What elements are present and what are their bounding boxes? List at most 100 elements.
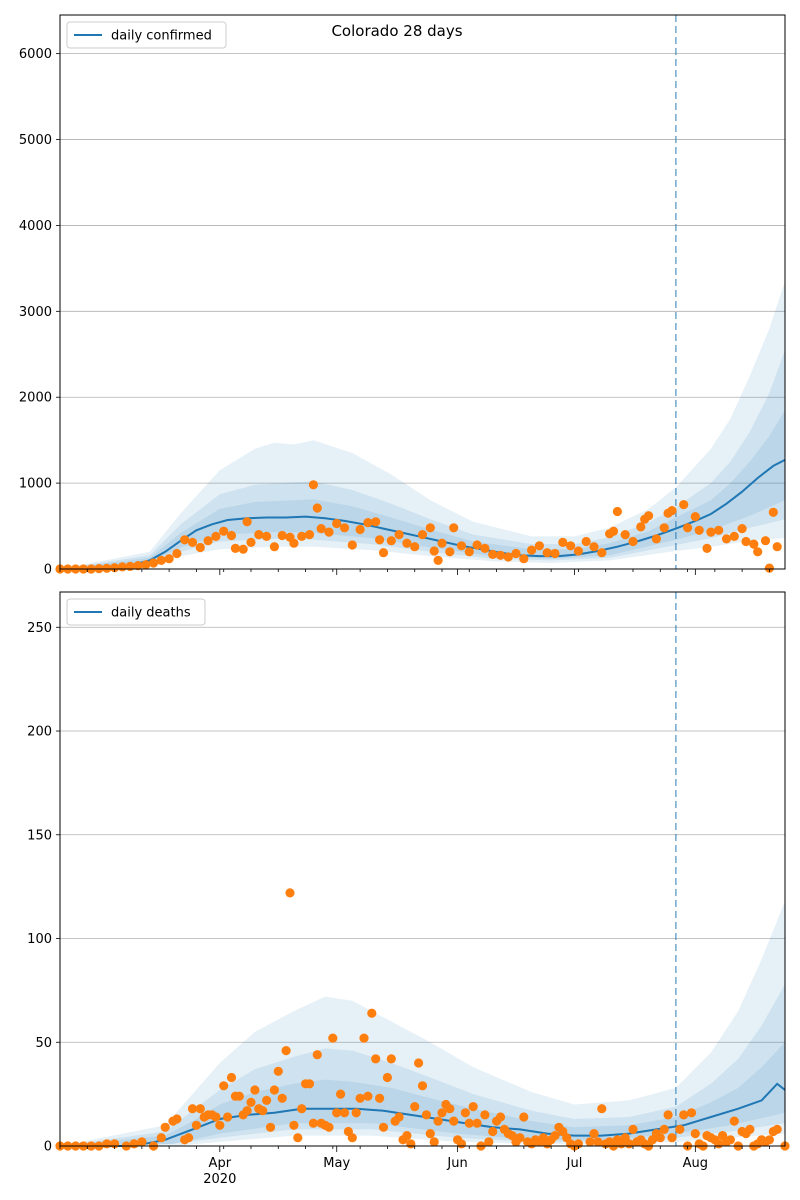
observed-point — [659, 1124, 669, 1134]
observed-point — [542, 548, 552, 558]
observed-point — [417, 1081, 428, 1091]
observed-point — [230, 543, 240, 554]
observed-point — [367, 1008, 377, 1018]
observed-point — [324, 527, 334, 537]
observed-point — [612, 506, 623, 517]
observed-point — [464, 547, 474, 557]
observed-point — [694, 525, 704, 535]
observed-point — [644, 511, 654, 521]
y-tick-label: 3000 — [19, 305, 52, 320]
observed-point — [258, 1106, 268, 1116]
observed-point — [488, 549, 498, 560]
observed-point — [281, 1046, 291, 1056]
observed-point — [195, 1104, 205, 1114]
observed-point — [402, 1131, 412, 1141]
observed-point — [721, 534, 732, 544]
observed-point — [242, 517, 252, 527]
observed-point — [760, 536, 771, 546]
observed-point — [219, 1081, 229, 1091]
observed-point — [659, 523, 669, 533]
observed-point — [706, 527, 716, 537]
y-tick-label: 4000 — [19, 219, 52, 234]
observed-point — [277, 1093, 287, 1103]
x-tick-label: Jun — [446, 1156, 467, 1171]
y-tick-label: 0 — [44, 1140, 52, 1155]
observed-point — [211, 531, 221, 542]
observed-point — [714, 525, 724, 535]
observed-point — [566, 541, 576, 551]
observed-point — [250, 1085, 260, 1095]
observed-point — [289, 538, 299, 548]
observed-point — [628, 1124, 638, 1134]
observed-point — [749, 539, 759, 549]
observed-point — [519, 554, 529, 564]
observed-point — [378, 1122, 389, 1132]
observed-point — [753, 547, 763, 557]
observed-point — [449, 523, 459, 533]
observed-point — [737, 524, 747, 534]
observed-point — [285, 888, 295, 898]
observed-point — [293, 1133, 303, 1143]
legend-box — [66, 21, 227, 49]
observed-point — [117, 562, 127, 572]
observed-point — [180, 535, 190, 545]
observed-point — [187, 537, 198, 548]
observed-point — [184, 1133, 194, 1143]
observed-point — [129, 1139, 139, 1149]
observed-point — [690, 1129, 700, 1139]
axes-frame — [59, 14, 786, 570]
observed-point — [437, 538, 447, 548]
observed-point — [433, 1116, 443, 1126]
observed-point — [246, 1097, 256, 1107]
observed-point — [414, 1058, 424, 1068]
observed-point — [125, 561, 135, 572]
observed-point — [725, 1135, 736, 1145]
observed-point — [312, 503, 322, 513]
observed-point — [764, 1135, 775, 1145]
observed-point — [238, 544, 248, 554]
observed-point — [472, 1118, 482, 1128]
observed-point — [355, 1093, 365, 1103]
observed-point — [223, 1112, 233, 1122]
uncertainty-band-2 — [60, 350, 785, 569]
observed-point — [339, 523, 350, 533]
observed-point — [363, 1091, 373, 1101]
observed-point — [336, 1089, 346, 1099]
observed-point — [375, 535, 385, 545]
figure-title: Colorado 28 days — [331, 22, 462, 40]
observed-point — [234, 1091, 244, 1101]
observed-point — [636, 522, 646, 532]
observed-point — [690, 511, 700, 522]
observed-point — [464, 1118, 474, 1128]
observed-point — [359, 1033, 369, 1043]
observed-point — [187, 1104, 198, 1114]
observed-point — [519, 1112, 529, 1122]
observed-point — [172, 1114, 182, 1124]
observed-point — [363, 518, 373, 528]
observed-point — [460, 1108, 470, 1118]
observed-point — [550, 1131, 560, 1141]
observed-point — [425, 1129, 435, 1139]
observed-point — [663, 1110, 673, 1120]
observed-point — [265, 1122, 276, 1132]
observed-point — [332, 518, 342, 529]
observed-point — [262, 531, 272, 542]
observed-point — [102, 563, 112, 573]
observed-point — [573, 546, 584, 556]
observed-point — [745, 1124, 755, 1134]
observed-point — [304, 1079, 315, 1089]
observed-point — [219, 526, 229, 536]
observed-point — [308, 1118, 318, 1128]
observed-point — [110, 563, 120, 573]
y-tick-label: 100 — [27, 932, 52, 947]
observed-point — [589, 542, 599, 552]
observed-point — [495, 550, 506, 560]
observed-point — [160, 1122, 170, 1132]
observed-point — [371, 1054, 381, 1064]
uncertainty-band-3 — [60, 410, 785, 569]
observed-point — [511, 548, 521, 559]
observed-point — [655, 1133, 665, 1143]
confirmed-panel: 0 1000 2000 3000 4000 5000 6000 daily confirmed — [19, 14, 786, 578]
observed-point — [667, 1133, 677, 1143]
observed-point — [211, 1112, 221, 1122]
